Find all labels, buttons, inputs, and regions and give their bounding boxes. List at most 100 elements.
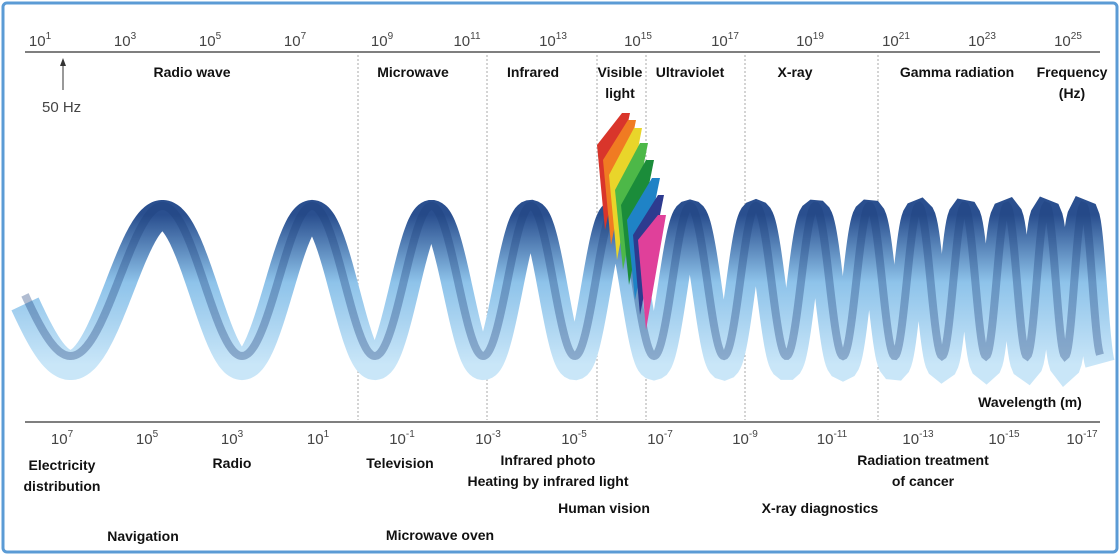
tick-label: 10-3 [475, 429, 501, 448]
tick-exponent: -3 [492, 429, 501, 440]
tick-label: 1011 [453, 31, 481, 50]
tick-exponent: 19 [813, 31, 825, 42]
tick-exponent: 3 [131, 31, 137, 42]
application-label: Microwave oven [386, 527, 494, 543]
tick-base: 10 [647, 431, 664, 448]
tick-base: 10 [732, 431, 749, 448]
band-label: Ultraviolet [656, 64, 725, 80]
tick-base: 10 [796, 33, 813, 50]
band-label: Microwave [377, 64, 449, 80]
band-label: Infrared [507, 64, 559, 80]
tick-label: 109 [371, 31, 394, 50]
tick-label: 105 [136, 429, 159, 448]
tick-base: 10 [968, 33, 985, 50]
tick-exponent: 25 [1071, 31, 1083, 42]
band-label-line: light [605, 85, 635, 101]
tick-base: 10 [51, 431, 68, 448]
axis-title: Wavelength (m) [978, 394, 1082, 410]
application-label: Navigation [107, 528, 179, 544]
tick-base: 10 [817, 431, 834, 448]
tick-exponent: -7 [664, 429, 673, 440]
application-label: X-ray diagnostics [762, 500, 879, 516]
tick-base: 10 [307, 431, 324, 448]
tick-exponent: 5 [216, 31, 222, 42]
tick-label: 105 [199, 31, 222, 50]
tick-label: 10-9 [732, 429, 758, 448]
application-label: Radio [213, 455, 252, 471]
tick-label: 101 [307, 429, 330, 448]
tick-label: 10-13 [902, 429, 934, 448]
axis-title-line: (Hz) [1059, 85, 1085, 101]
tick-base: 10 [114, 33, 131, 50]
axis-title: Frequency (Hz) [1037, 64, 1108, 101]
tick-label: 1017 [711, 31, 739, 50]
tick-base: 10 [199, 33, 216, 50]
tick-base: 10 [539, 33, 556, 50]
marker-label: 50 Hz [42, 99, 81, 116]
tick-base: 10 [29, 33, 46, 50]
tick-label: 101 [29, 31, 52, 50]
tick-label: 1021 [882, 31, 910, 50]
tick-exponent: 7 [68, 429, 74, 440]
axis-title-line: Frequency [1037, 64, 1108, 80]
band-label-line: Visible [598, 64, 643, 80]
tick-label: 103 [114, 31, 137, 50]
tick-base: 10 [988, 431, 1005, 448]
tick-base: 10 [284, 33, 301, 50]
tick-base: 10 [389, 431, 406, 448]
application-label-line: Electricity [29, 457, 96, 473]
wave-shade [21, 201, 1104, 362]
tick-exponent: 17 [728, 31, 740, 42]
tick-exponent: 1 [324, 429, 330, 440]
tick-exponent: 7 [301, 31, 307, 42]
tick-label: 1013 [539, 31, 567, 50]
tick-base: 10 [1066, 431, 1083, 448]
tick-label: 107 [284, 31, 307, 50]
tick-label: 10-15 [988, 429, 1020, 448]
tick-base: 10 [624, 33, 641, 50]
tick-exponent: 23 [985, 31, 997, 42]
tick-exponent: -17 [1083, 429, 1098, 440]
tick-exponent: -11 [833, 429, 847, 440]
tick-label: 10-1 [389, 429, 415, 448]
tick-label: 103 [221, 429, 244, 448]
tick-exponent: 1 [46, 31, 52, 42]
application-label: Heating by infrared light [467, 473, 628, 489]
tick-base: 10 [136, 431, 153, 448]
tick-exponent: -5 [578, 429, 587, 440]
application-label-line: distribution [24, 478, 101, 494]
tick-exponent: 21 [899, 31, 911, 42]
tick-base: 10 [561, 431, 578, 448]
tick-exponent: 13 [556, 31, 568, 42]
tick-label: 1015 [624, 31, 652, 50]
application-label: Television [366, 455, 433, 471]
tick-exponent: -13 [919, 429, 934, 440]
tick-base: 10 [371, 33, 388, 50]
application-label-line: Radiation treatment [857, 452, 989, 468]
band-label: X-ray [777, 64, 812, 80]
band-label: Gamma radiation [900, 64, 1014, 80]
application-label-line: of cancer [892, 473, 955, 489]
tick-label: 10-5 [561, 429, 587, 448]
tick-base: 10 [711, 33, 728, 50]
tick-label: 1025 [1054, 31, 1082, 50]
tick-label: 10-7 [647, 429, 673, 448]
tick-base: 10 [453, 33, 470, 50]
tick-base: 10 [882, 33, 899, 50]
tick-label: 1019 [796, 31, 824, 50]
application-label: Radiation treatment of cancer [857, 452, 989, 489]
tick-exponent: 9 [388, 31, 394, 42]
tick-label: 10-17 [1066, 429, 1098, 448]
tick-exponent: 5 [153, 429, 159, 440]
tick-exponent: -9 [749, 429, 758, 440]
tick-base: 10 [1054, 33, 1071, 50]
tick-exponent: -15 [1005, 429, 1020, 440]
tick-exponent: 11 [470, 31, 481, 42]
band-label: Visible light [598, 64, 643, 101]
tick-label: 10-11 [817, 429, 848, 448]
tick-exponent: 3 [238, 429, 244, 440]
application-label: Electricity distribution [24, 457, 101, 494]
marker-arrowhead [60, 58, 66, 66]
